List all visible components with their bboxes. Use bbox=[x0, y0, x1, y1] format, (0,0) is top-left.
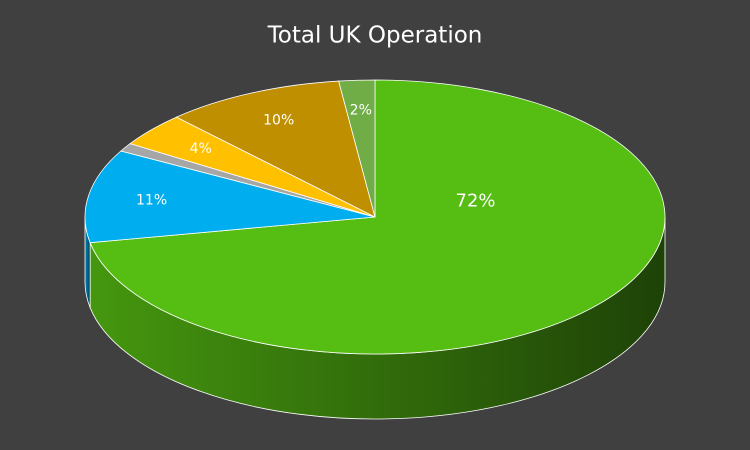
data-label: 11% bbox=[136, 192, 167, 208]
data-label: 4% bbox=[190, 141, 212, 157]
data-label: 72% bbox=[456, 190, 496, 211]
slice bbox=[89, 79, 666, 355]
slice bbox=[338, 79, 376, 218]
chart-title: Total UK Operation bbox=[267, 23, 483, 49]
data-label: 10% bbox=[263, 112, 294, 128]
slice bbox=[84, 150, 376, 244]
data-label: 2% bbox=[350, 102, 372, 118]
slice bbox=[175, 80, 376, 218]
